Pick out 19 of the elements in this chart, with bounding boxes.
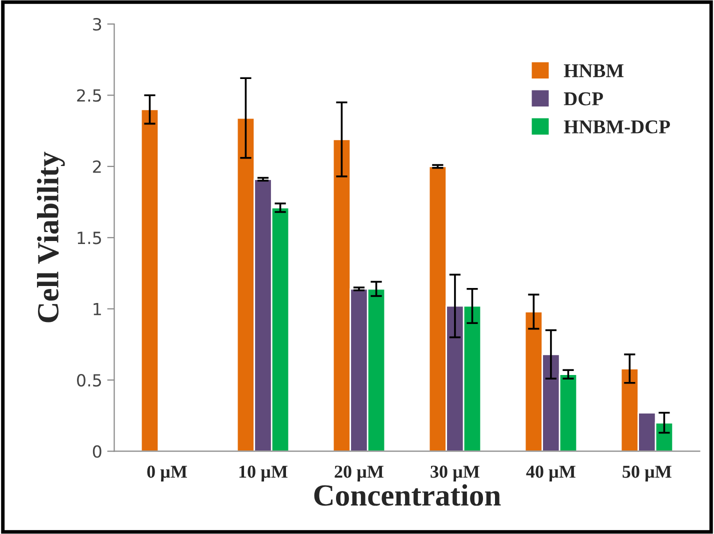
x-tick-label: 40 µM bbox=[526, 466, 576, 482]
legend-label: HNBM-DCP bbox=[564, 120, 670, 134]
y-tick-label: 2 bbox=[93, 160, 101, 173]
x-axis-title: Concentration bbox=[314, 484, 501, 506]
y-axis-title: Cell Viability bbox=[37, 152, 65, 322]
x-tick-label: 0 µM bbox=[147, 466, 187, 482]
y-tick-label: 1.5 bbox=[78, 232, 101, 244]
x-tick-label: 30 µM bbox=[430, 466, 480, 482]
y-tick-label: 3 bbox=[93, 18, 102, 31]
y-tick-label: 0 bbox=[92, 445, 102, 458]
legend-label: DCP bbox=[564, 92, 603, 106]
x-tick-label: 10 µM bbox=[239, 466, 288, 482]
x-tick-label: 20 µM bbox=[334, 466, 384, 482]
legend-label: HNBM bbox=[564, 64, 624, 78]
y-tick-label: 1 bbox=[94, 303, 101, 316]
y-tick-label: 2.5 bbox=[77, 89, 101, 102]
y-tick-label: 0.5 bbox=[77, 374, 101, 387]
x-tick-label: 50 µM bbox=[622, 466, 672, 482]
bar bbox=[140, 108, 160, 452]
